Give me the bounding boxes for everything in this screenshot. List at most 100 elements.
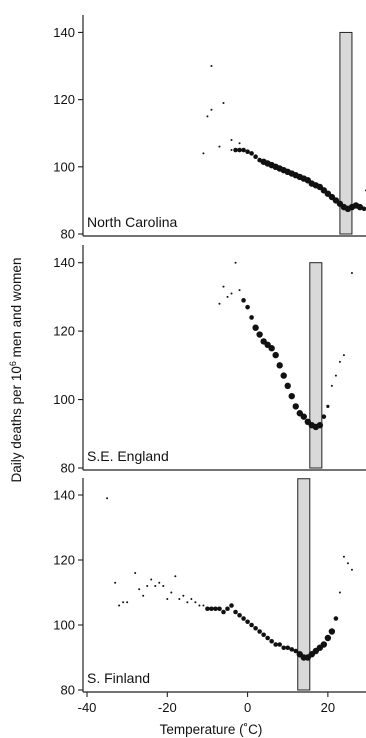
data-point	[285, 645, 291, 651]
data-point	[138, 588, 141, 591]
panel-0: 80 100 120 140 North Carolina	[53, 15, 366, 242]
y-tick-label: 80	[61, 461, 75, 476]
data-point	[261, 632, 266, 638]
data-point	[241, 616, 246, 621]
data-point	[265, 635, 270, 641]
y-tick-label: 140	[53, 488, 75, 503]
y-axis-title: Daily deaths per 106 men and women	[8, 258, 24, 483]
data-point	[300, 413, 307, 420]
data-point	[178, 598, 181, 600]
data-point	[237, 612, 242, 618]
data-point	[245, 149, 250, 154]
data-point	[134, 572, 137, 574]
panels-group: 80 100 120 140 North Carolina 80 100 120 140 S.E.…	[53, 15, 366, 698]
data-point	[202, 152, 205, 155]
data-point	[256, 331, 263, 338]
data-point	[118, 604, 121, 607]
data-point	[222, 285, 225, 288]
data-point	[217, 606, 222, 612]
data-point	[361, 206, 366, 212]
data-point	[238, 142, 241, 145]
panel-1: 80 100 120 140 S.E. England	[53, 245, 366, 476]
data-point	[210, 108, 213, 111]
y-tick-label: 80	[61, 227, 75, 242]
y-tick-label: 100	[53, 159, 75, 174]
data-point	[206, 115, 209, 118]
data-point	[316, 422, 324, 429]
data-point	[342, 555, 345, 558]
data-point	[252, 324, 259, 331]
data-point	[320, 641, 328, 648]
data-point	[330, 384, 333, 387]
data-point	[230, 149, 233, 152]
data-point	[205, 606, 210, 612]
data-point	[350, 271, 353, 274]
data-point	[273, 642, 278, 647]
data-point	[114, 581, 117, 584]
data-point	[221, 609, 226, 615]
data-point	[293, 648, 299, 654]
data-point	[229, 603, 234, 608]
x-tick-label: 20	[321, 700, 335, 715]
data-point	[158, 581, 161, 584]
data-point	[276, 362, 283, 369]
data-point	[106, 497, 109, 500]
data-point	[326, 404, 330, 409]
data-point	[234, 261, 237, 264]
y-tick-label: 100	[53, 392, 75, 407]
data-point	[233, 147, 238, 153]
y-axis-title-superscript: 6	[8, 361, 18, 366]
data-point	[333, 616, 339, 621]
data-point	[284, 382, 291, 390]
data-point	[272, 351, 279, 359]
data-point	[186, 601, 189, 604]
data-point	[218, 145, 221, 148]
data-point	[356, 203, 364, 211]
data-point	[154, 585, 157, 587]
data-point	[146, 585, 149, 587]
data-point	[213, 606, 218, 612]
data-point	[198, 604, 201, 607]
x-tick-label: -40	[78, 700, 97, 715]
data-point	[241, 298, 246, 303]
data-point	[209, 606, 214, 612]
data-point	[249, 151, 254, 156]
x-tick-label: 0	[244, 700, 251, 715]
y-tick-label: 120	[53, 324, 75, 339]
data-point	[182, 594, 185, 597]
data-point	[338, 360, 341, 363]
data-point	[225, 606, 230, 612]
y-tick-label: 140	[53, 25, 75, 40]
data-point	[277, 642, 282, 647]
y-tick-label: 100	[53, 618, 75, 633]
y-tick-label: 140	[53, 255, 75, 270]
data-point	[166, 598, 169, 600]
panel-region-label: North Carolina	[87, 214, 177, 230]
data-point	[346, 562, 349, 565]
data-point	[253, 154, 258, 160]
y-tick-label: 120	[53, 92, 75, 107]
y-axis-title-main: Daily deaths per 10	[9, 366, 24, 482]
data-point	[230, 292, 233, 295]
x-tick-label: -20	[158, 700, 177, 715]
optimum-temperature-band	[309, 262, 323, 469]
data-point	[280, 372, 287, 379]
data-point	[350, 568, 353, 571]
x-axis: -40 -20 0 20	[78, 692, 335, 715]
data-point	[321, 414, 327, 419]
data-point	[150, 578, 153, 581]
data-point	[222, 101, 225, 104]
panel-2: 80 100 120 140 S. Finland	[53, 478, 366, 698]
data-point	[288, 392, 295, 400]
data-point	[142, 594, 145, 597]
data-point	[230, 138, 233, 141]
data-point	[162, 585, 165, 587]
data-point	[245, 304, 250, 310]
data-point	[238, 289, 241, 292]
panel-region-label: S. Finland	[87, 670, 150, 686]
data-point	[245, 619, 250, 625]
data-point	[210, 65, 213, 68]
data-point	[249, 622, 254, 628]
y-tick-label: 80	[61, 683, 75, 698]
